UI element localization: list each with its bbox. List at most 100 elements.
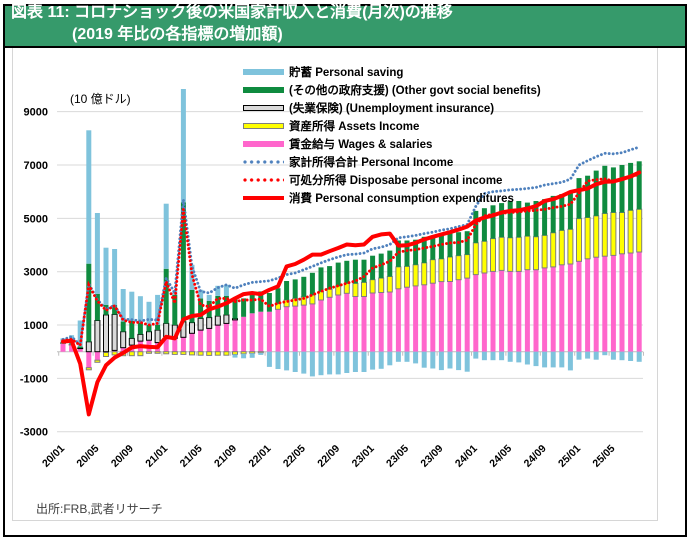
legend-label: 可処分所得 Disposabe personal income	[289, 175, 503, 187]
bar-other-benefits	[301, 276, 307, 297]
legend-item-wages-salaries: 賃金給与 Wages & salaries	[243, 135, 541, 153]
bar-unemployment	[77, 347, 84, 350]
bar-other-benefits	[189, 289, 195, 323]
bar-assets	[464, 254, 471, 279]
bar-unemployment	[111, 313, 118, 351]
bar-saving	[146, 301, 152, 325]
bar-saving	[241, 353, 247, 359]
bar-assets	[610, 212, 617, 256]
bar-unemployment	[137, 333, 144, 342]
bar-wages	[481, 273, 487, 352]
bar-other-benefits	[327, 266, 333, 290]
bar-wages	[352, 296, 358, 352]
x-tick-label: 22/05	[281, 443, 308, 470]
bar-other-benefits	[542, 199, 548, 236]
bar-assets	[524, 235, 531, 271]
bar-wages	[636, 252, 642, 352]
bar-other-benefits	[335, 262, 341, 287]
bar-wages	[430, 283, 436, 352]
bar-wages	[163, 336, 169, 352]
bar-assets	[137, 351, 144, 357]
bar-wages	[628, 253, 634, 352]
bar-assets	[171, 351, 178, 355]
bar-wages	[499, 270, 505, 352]
bar-assets	[567, 228, 574, 265]
bar-wages	[438, 281, 444, 352]
bar-other-benefits	[619, 165, 625, 213]
bar-saving	[137, 296, 143, 323]
x-axis-labels: 20/01 20/05 20/09 21/01 21/05 21/09 22/01 22/05…	[40, 443, 618, 470]
bar-wages	[241, 316, 247, 352]
bar-assets	[378, 277, 385, 294]
bar-wages	[524, 269, 530, 352]
bar-saving	[361, 351, 367, 372]
bar-wages	[387, 292, 393, 352]
bar-assets	[154, 351, 161, 354]
bar-saving	[309, 351, 315, 377]
bar-other-benefits	[507, 201, 513, 238]
bar-assets	[326, 288, 333, 298]
bar-other-benefits	[198, 298, 204, 319]
bar-other-benefits	[309, 272, 315, 296]
legend-item-unemployment-insurance: (失業保険) (Unemployment insurance)	[243, 99, 541, 117]
source-note: 出所:FRB,武者リサーチ	[36, 502, 163, 516]
bar-wages	[232, 320, 238, 352]
bar-unemployment	[103, 314, 109, 353]
bar-wages	[370, 293, 376, 352]
bar-assets	[189, 351, 195, 356]
bar-assets	[103, 352, 109, 357]
bar-assets	[180, 351, 187, 355]
bar-other-benefits	[395, 240, 401, 267]
legend-swatch-disposable-income	[243, 173, 284, 187]
bar-wages	[533, 269, 539, 352]
legend-label: 賃金給与 Wages & salaries	[289, 139, 433, 151]
bar-saving	[507, 351, 513, 362]
y-axis-labels: 9000 7000 5000 3000 1000 -1000 -3000	[20, 107, 48, 439]
bar-wages	[395, 288, 401, 352]
bar-saving	[163, 203, 169, 269]
bar-saving	[499, 351, 505, 361]
title-bar	[3, 4, 687, 48]
bar-other-benefits	[344, 260, 350, 284]
bar-other-benefits	[430, 235, 436, 260]
bar-other-benefits	[318, 267, 324, 292]
bar-saving	[447, 351, 453, 369]
bar-wages	[258, 311, 264, 352]
bar-assets	[550, 232, 557, 268]
bar-saving	[473, 351, 479, 359]
bar-other-benefits	[576, 178, 582, 219]
bar-other-benefits	[258, 291, 264, 312]
bar-wages	[309, 304, 315, 352]
bar-other-benefits	[378, 253, 384, 279]
bar-unemployment	[223, 314, 230, 324]
bar-other-benefits	[499, 203, 505, 238]
lines	[61, 145, 642, 417]
bar-wages	[610, 255, 616, 352]
bar-wages	[223, 323, 229, 352]
legend-swatch-unemployment-insurance	[243, 101, 284, 115]
bar-saving	[542, 351, 548, 368]
bar-assets	[206, 351, 213, 356]
bar-other-benefits	[567, 190, 573, 230]
x-tick-label: 24/01	[453, 443, 480, 470]
legend-item-personal-saving: 貯蓄 Personal saving	[243, 63, 541, 81]
bar-other-benefits	[223, 296, 229, 315]
legend-swatch-consumption	[243, 191, 284, 205]
bar-saving	[636, 351, 642, 362]
bar-other-benefits	[421, 236, 427, 263]
bar-assets	[558, 229, 565, 266]
legend-label: 資産所得 Assets Income	[289, 121, 420, 133]
y-axis-unit-label: (10 億ドル)	[70, 92, 131, 106]
bar-other-benefits	[172, 294, 178, 325]
bar-assets	[146, 351, 152, 354]
bar-wages	[550, 266, 556, 352]
bar-wages	[473, 274, 479, 352]
x-tick-label: 24/05	[487, 443, 514, 470]
bar-saving	[112, 249, 118, 305]
bar-wages	[292, 306, 298, 352]
bar-saving	[103, 247, 109, 305]
bar-assets	[94, 359, 101, 363]
bar-wages	[69, 345, 75, 352]
bar-other-benefits	[550, 195, 556, 233]
bar-assets	[481, 240, 488, 274]
